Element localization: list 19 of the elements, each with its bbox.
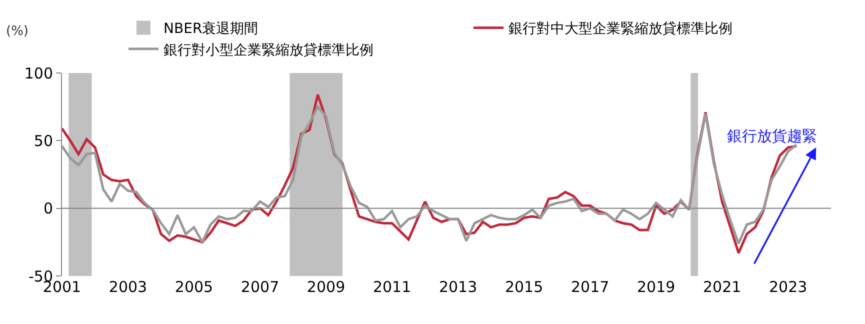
y-tick-label: 50 — [34, 132, 53, 150]
legend-label: NBER衰退期間 — [164, 21, 258, 38]
y-tick-label: 0 — [43, 200, 53, 218]
x-tick-label: 2017 — [570, 278, 610, 296]
x-tick-label: 2015 — [504, 278, 544, 296]
x-tick-label: 2009 — [306, 278, 346, 296]
x-tick-label: 2023 — [768, 278, 808, 296]
x-tick-label: 2003 — [108, 278, 148, 296]
x-tick-label: 2005 — [174, 278, 214, 296]
x-tick-label: 2019 — [636, 278, 676, 296]
legend-label: 銀行對小型企業緊縮放貸標準比例 — [164, 42, 374, 58]
x-tick-label: 2007 — [240, 278, 280, 296]
annotation: 銀行放貨趨緊 — [727, 127, 817, 145]
y-tick-label: 100 — [24, 64, 53, 82]
y-axis-title: (%) — [6, 24, 28, 39]
legend-label: 銀行對中大型企業緊縮放貸標準比例 — [508, 21, 733, 38]
x-tick-label: 2021 — [702, 278, 742, 296]
x-tick-label: 2011 — [372, 278, 412, 296]
x-tick-label: 2013 — [438, 278, 478, 296]
